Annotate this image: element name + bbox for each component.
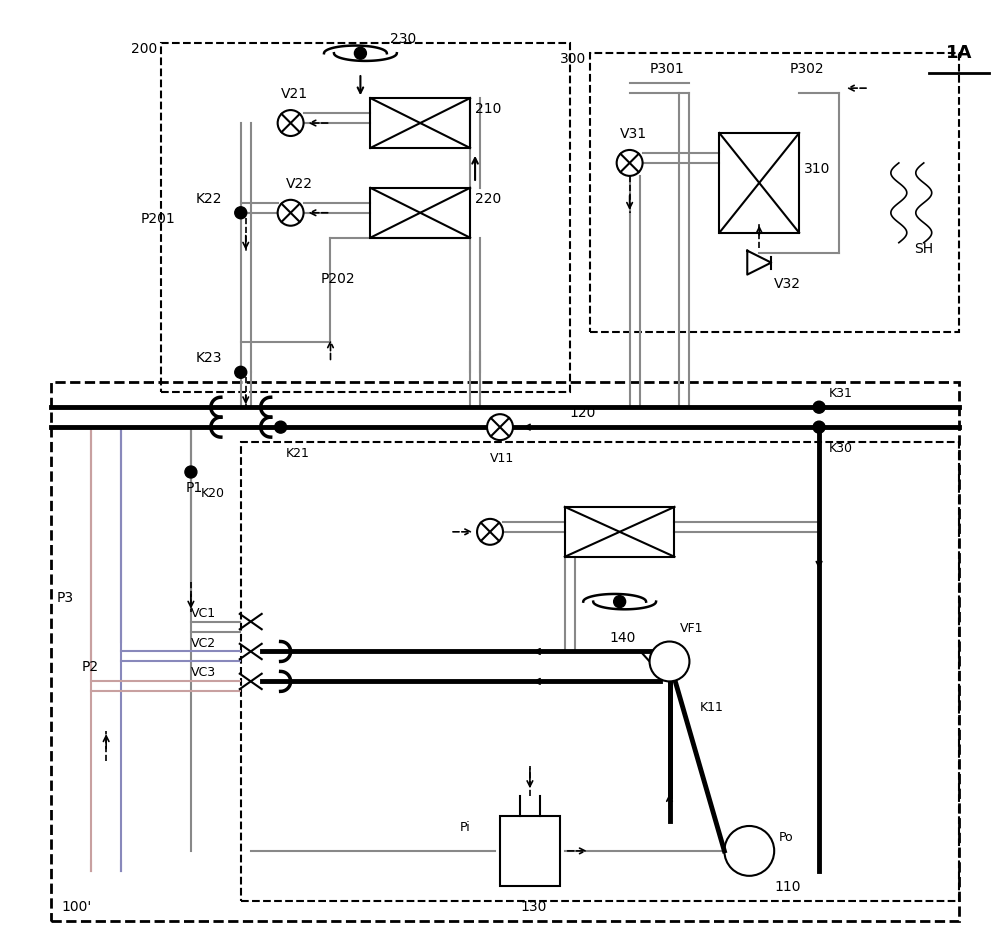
Circle shape — [185, 466, 197, 478]
Text: 1A: 1A — [945, 44, 972, 62]
Circle shape — [235, 207, 247, 219]
Text: 120: 120 — [570, 407, 596, 420]
Text: Po: Po — [779, 831, 794, 843]
Text: VF1: VF1 — [679, 622, 703, 635]
Text: V31: V31 — [620, 127, 647, 141]
Text: V32: V32 — [774, 276, 801, 290]
Circle shape — [487, 414, 513, 440]
Text: 220: 220 — [475, 191, 501, 206]
Text: VC2: VC2 — [191, 637, 216, 649]
Text: 110: 110 — [774, 880, 801, 894]
Text: c: c — [674, 648, 680, 659]
Circle shape — [813, 421, 825, 433]
Text: V21: V21 — [281, 87, 308, 101]
Text: 300: 300 — [560, 52, 586, 67]
Circle shape — [650, 642, 689, 682]
Text: 100': 100' — [61, 900, 92, 914]
Text: K11: K11 — [699, 702, 723, 714]
Text: P302: P302 — [789, 62, 824, 76]
Text: K20: K20 — [201, 486, 225, 500]
Circle shape — [614, 596, 626, 607]
Circle shape — [617, 150, 643, 176]
Text: 140: 140 — [610, 630, 636, 645]
Text: d: d — [674, 668, 681, 679]
Text: VC3: VC3 — [191, 666, 216, 680]
Text: 130: 130 — [520, 900, 546, 914]
Text: V11: V11 — [490, 452, 514, 465]
Circle shape — [278, 110, 304, 136]
Bar — [370, 98, 470, 148]
Bar — [370, 188, 470, 238]
Text: P201: P201 — [141, 211, 176, 226]
Text: K30: K30 — [829, 442, 853, 455]
Text: 200: 200 — [131, 42, 157, 56]
Text: VC1: VC1 — [191, 606, 216, 620]
Text: P2: P2 — [81, 661, 98, 674]
Text: K23: K23 — [196, 351, 222, 366]
Text: b: b — [655, 648, 661, 659]
Text: P301: P301 — [650, 62, 684, 76]
Circle shape — [813, 401, 825, 413]
Bar — [241, 442, 959, 901]
Circle shape — [724, 826, 774, 876]
Text: Pi: Pi — [460, 821, 471, 834]
Text: 230: 230 — [390, 32, 417, 47]
Text: 210: 210 — [475, 102, 501, 116]
Bar — [590, 53, 959, 332]
Circle shape — [278, 200, 304, 226]
Text: P202: P202 — [321, 271, 355, 286]
Text: P3: P3 — [56, 590, 73, 605]
Text: 310: 310 — [804, 162, 830, 176]
Circle shape — [477, 519, 503, 545]
Text: K31: K31 — [829, 387, 853, 400]
Bar — [51, 383, 959, 921]
Circle shape — [354, 48, 366, 59]
Bar — [565, 506, 674, 557]
Text: SH: SH — [914, 242, 933, 256]
Text: P1: P1 — [186, 481, 203, 495]
Text: a: a — [655, 668, 661, 679]
Bar — [161, 43, 570, 392]
Text: V22: V22 — [286, 177, 313, 190]
Bar — [719, 133, 799, 232]
Bar — [500, 816, 560, 885]
Text: K21: K21 — [286, 447, 310, 460]
Text: K22: K22 — [196, 191, 222, 206]
Circle shape — [235, 367, 247, 378]
Circle shape — [275, 421, 287, 433]
